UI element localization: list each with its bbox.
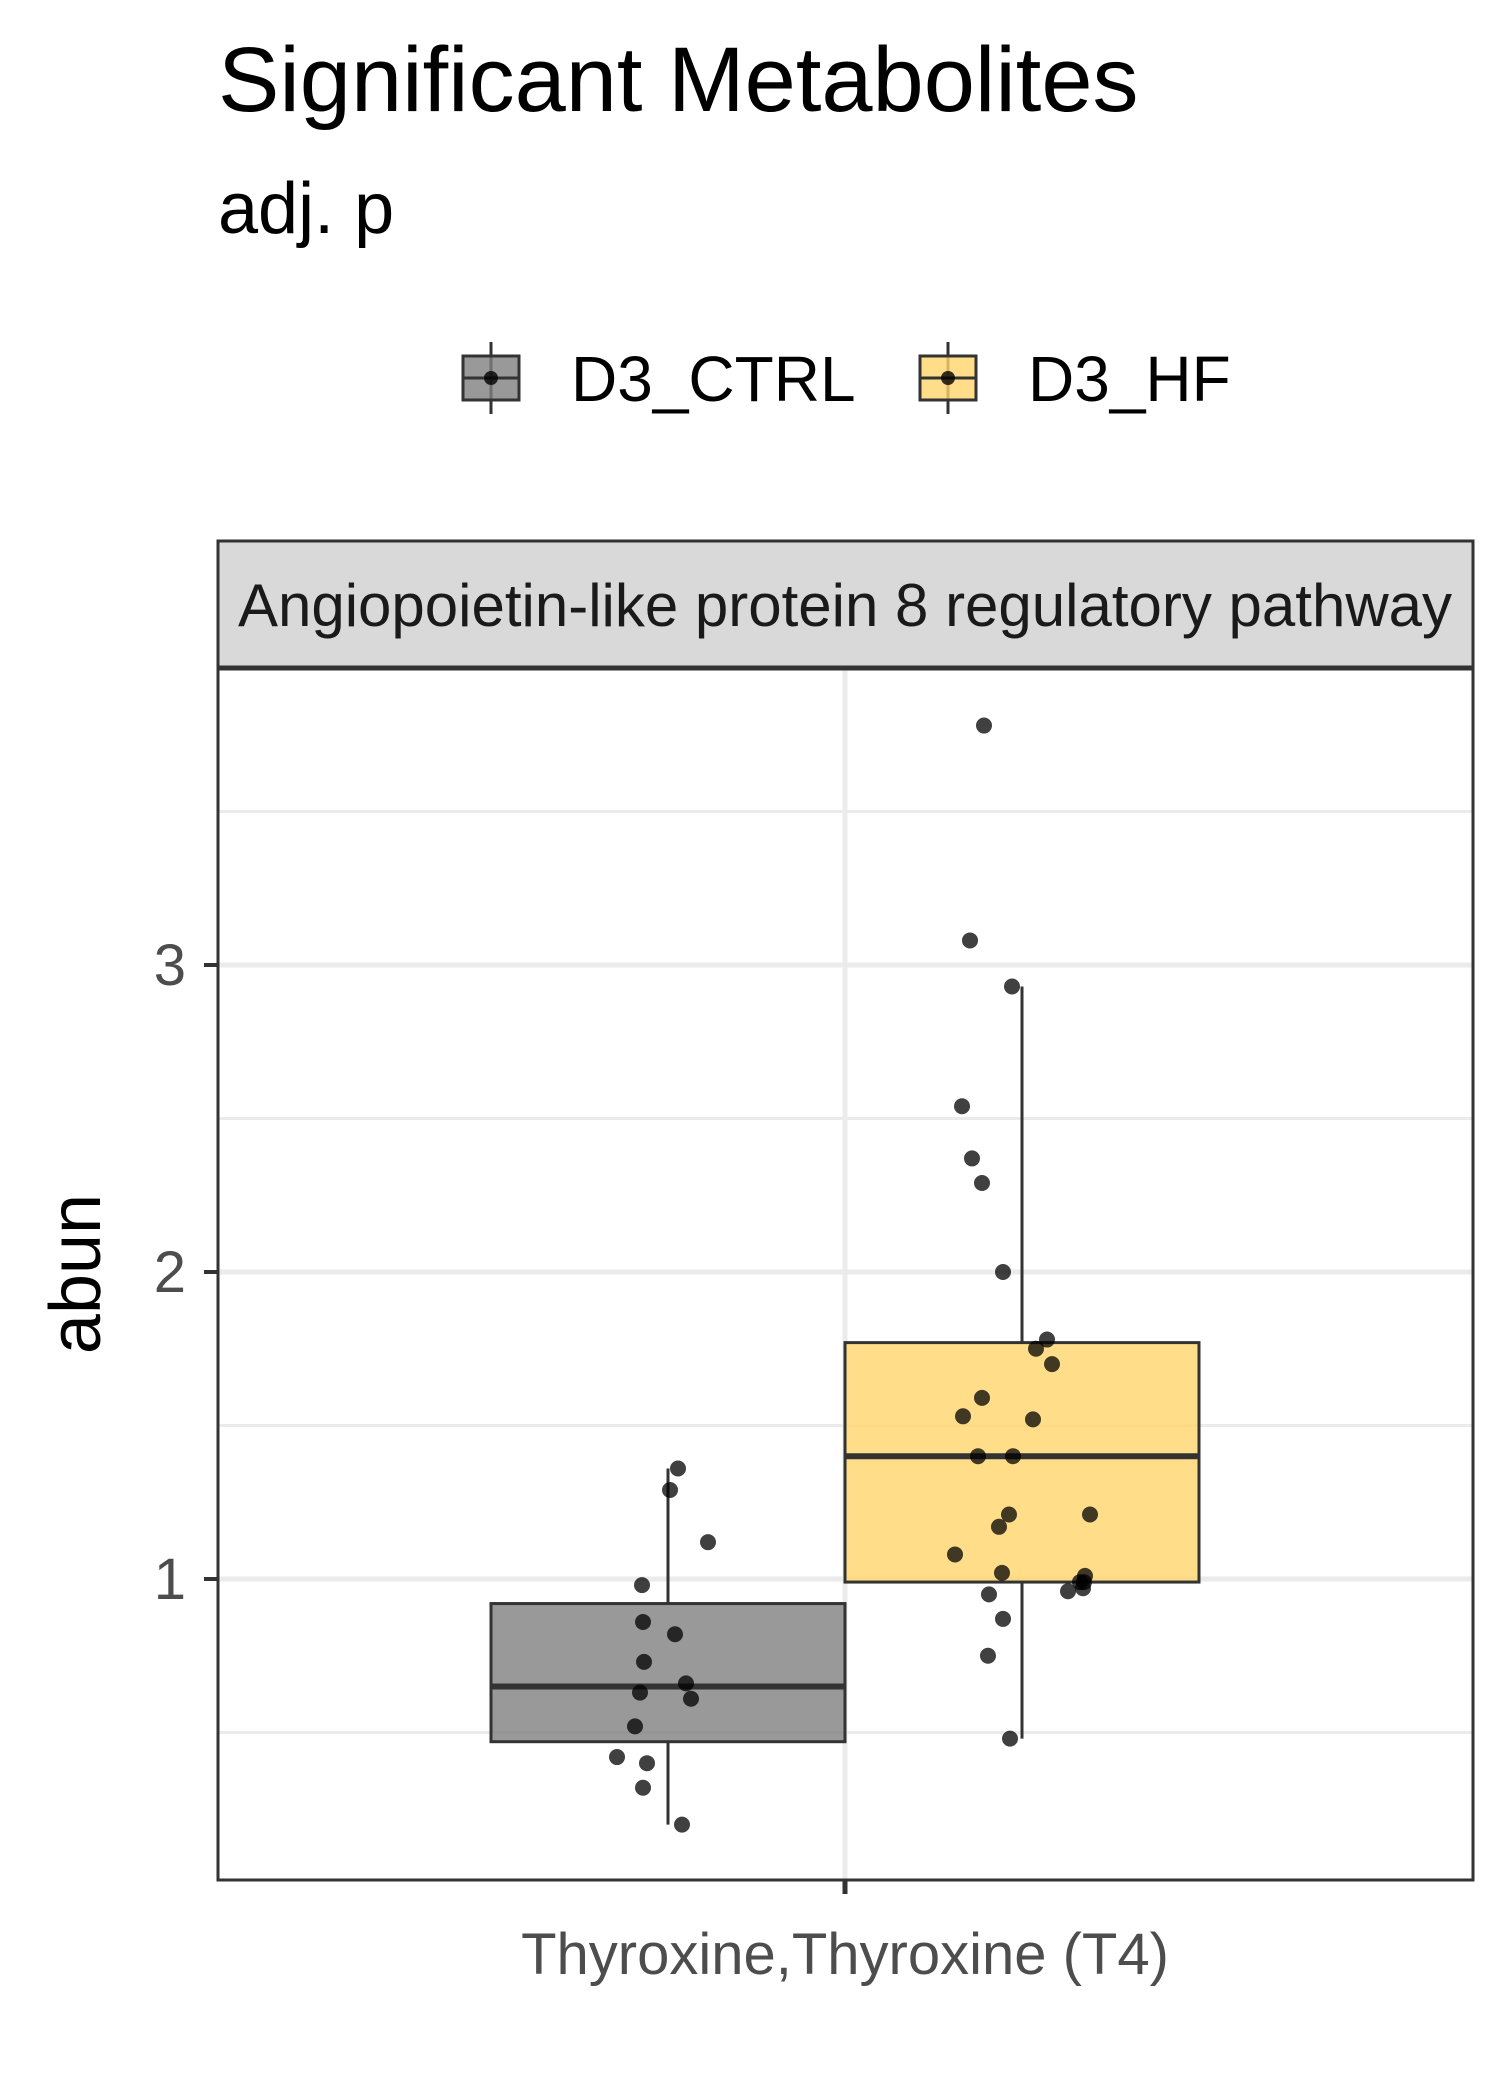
facet-label: Angiopoietin-like protein 8 regulatory p…	[238, 572, 1452, 639]
data-point	[634, 1577, 650, 1594]
data-point	[1044, 1356, 1060, 1373]
box-d3-ctrl	[489, 1468, 847, 1825]
data-point	[1075, 1580, 1091, 1597]
data-point	[964, 1150, 980, 1167]
legend-label: D3_HF	[1028, 343, 1231, 415]
legend: D3_CTRL D3_HF	[461, 342, 1231, 415]
data-point	[639, 1755, 655, 1772]
data-point	[635, 1613, 651, 1630]
legend-label: D3_CTRL	[571, 343, 856, 415]
data-point	[955, 1408, 971, 1425]
data-point	[683, 1690, 699, 1707]
data-point	[994, 1564, 1010, 1581]
chart-subtitle: adj. p	[218, 169, 395, 249]
data-point	[974, 1174, 990, 1191]
data-point	[976, 717, 992, 734]
data-point	[632, 1684, 648, 1701]
box-iqr	[489, 1602, 847, 1744]
y-tick-label: 2	[154, 1240, 186, 1305]
data-point	[1002, 1730, 1018, 1747]
legend-key-point	[484, 371, 498, 385]
data-point	[667, 1626, 683, 1643]
y-axis-label: abun	[36, 1194, 116, 1354]
data-point	[674, 1816, 690, 1833]
data-point	[981, 1586, 997, 1603]
y-tick-label: 3	[154, 933, 186, 998]
data-point	[1005, 1448, 1021, 1465]
box-iqr	[843, 1341, 1201, 1584]
chart-title: Significant Metabolites	[218, 29, 1139, 131]
data-point	[980, 1647, 996, 1664]
data-point	[678, 1675, 694, 1692]
data-point	[1060, 1583, 1076, 1600]
data-point	[1039, 1331, 1055, 1348]
data-point	[962, 932, 978, 949]
facet-strip: Angiopoietin-like protein 8 regulatory p…	[216, 539, 1475, 671]
legend-key-point	[941, 371, 955, 385]
data-point	[636, 1653, 652, 1670]
data-point	[974, 1389, 990, 1406]
legend-item-d3-hf: D3_HF	[918, 342, 1231, 415]
data-point	[609, 1749, 625, 1766]
x-tick-label: Thyroxine,Thyroxine (T4)	[521, 1922, 1169, 1987]
data-point	[700, 1534, 716, 1551]
data-point	[1001, 1506, 1017, 1523]
data-point	[662, 1481, 678, 1498]
axes: 1 2 3 Thyroxine,Thyroxine (T4)	[154, 933, 1169, 1987]
data-point	[635, 1779, 651, 1796]
data-point	[627, 1718, 643, 1735]
data-point	[1082, 1506, 1098, 1523]
data-point	[991, 1518, 1007, 1535]
data-point	[1028, 1340, 1044, 1357]
data-point	[995, 1610, 1011, 1627]
box-d3-hf	[843, 986, 1201, 1739]
y-tick-label: 1	[154, 1547, 186, 1612]
legend-item-d3-ctrl: D3_CTRL	[461, 342, 856, 415]
data-point	[995, 1264, 1011, 1280]
data-points	[609, 717, 1098, 1833]
data-point	[947, 1546, 963, 1563]
data-point	[670, 1460, 686, 1477]
boxes	[489, 986, 1201, 1825]
data-point	[1025, 1411, 1041, 1428]
data-point	[1004, 978, 1020, 995]
data-point	[970, 1448, 986, 1465]
data-point	[954, 1098, 970, 1115]
